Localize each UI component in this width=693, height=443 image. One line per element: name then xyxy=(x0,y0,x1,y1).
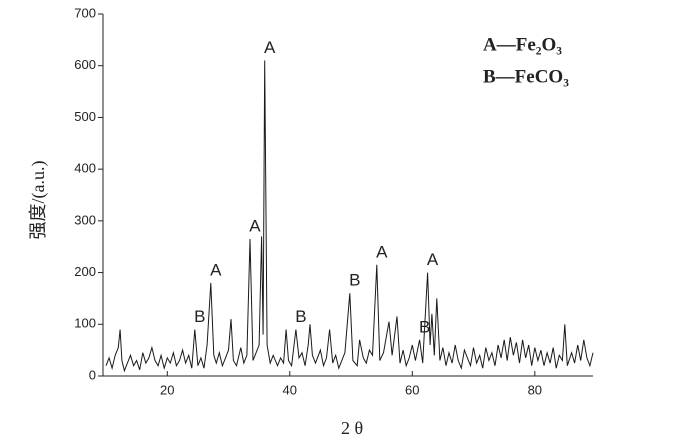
legend-entry: A—Fe₂O₃ xyxy=(483,34,562,55)
x-tick-label: 60 xyxy=(405,382,419,397)
y-tick-label: 700 xyxy=(74,5,96,20)
peak-annotation: A xyxy=(376,242,388,261)
y-tick-label: 300 xyxy=(74,212,96,227)
y-tick-label: 200 xyxy=(74,264,96,279)
y-tick-label: 400 xyxy=(74,161,96,176)
peak-annotation: B xyxy=(349,271,360,290)
peak-annotation: B xyxy=(194,307,205,326)
peak-annotation: A xyxy=(264,38,276,57)
y-tick-label: 600 xyxy=(74,57,96,72)
x-tick-label: 20 xyxy=(160,382,174,397)
peak-annotation: B xyxy=(295,307,306,326)
y-tick-label: 0 xyxy=(89,367,96,382)
y-tick-label: 500 xyxy=(74,109,96,124)
legend-entry: B—FeCO₃ xyxy=(483,66,569,87)
y-tick-label: 100 xyxy=(74,316,96,331)
y-axis-label: 强度/(a.u.) xyxy=(28,161,49,240)
x-tick-label: 40 xyxy=(283,382,297,397)
data-line xyxy=(105,60,594,373)
peak-annotation: A xyxy=(427,250,439,269)
peak-annotation: A xyxy=(210,260,222,279)
peak-annotation: B xyxy=(419,317,430,336)
x-axis-label: 2 θ xyxy=(341,418,363,438)
peak-annotation: A xyxy=(249,216,261,235)
x-tick-label: 80 xyxy=(528,382,542,397)
